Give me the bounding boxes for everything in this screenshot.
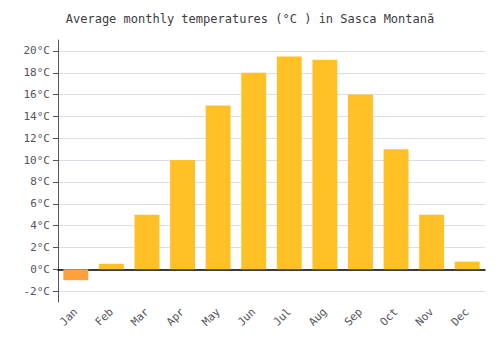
svg-text:10°C: 10°C [24, 154, 51, 167]
svg-text:Mar: Mar [128, 305, 151, 328]
svg-text:20°C: 20°C [24, 44, 51, 57]
svg-text:Dec: Dec [449, 305, 472, 328]
svg-text:May: May [199, 305, 222, 328]
svg-text:Aug: Aug [306, 305, 329, 328]
svg-text:Jun: Jun [235, 305, 258, 328]
svg-text:14°C: 14°C [24, 110, 51, 123]
svg-text:Average monthly temperatures (: Average monthly temperatures (°C ) in Sa… [66, 12, 434, 26]
svg-text:Feb: Feb [93, 305, 116, 328]
svg-text:16°C: 16°C [24, 88, 51, 101]
svg-text:Jul: Jul [271, 305, 294, 328]
svg-text:2°C: 2°C [30, 241, 50, 254]
svg-text:Nov: Nov [413, 305, 436, 328]
svg-text:Sep: Sep [342, 305, 365, 328]
svg-text:Oct: Oct [377, 305, 400, 328]
svg-text:18°C: 18°C [24, 66, 51, 79]
svg-text:6°C: 6°C [30, 197, 50, 210]
svg-text:Jan: Jan [57, 305, 80, 328]
svg-text:Apr: Apr [164, 305, 187, 328]
svg-text:8°C: 8°C [30, 175, 50, 188]
svg-text:12°C: 12°C [24, 132, 51, 145]
svg-text:4°C: 4°C [30, 219, 50, 232]
svg-text:0°C: 0°C [30, 263, 50, 276]
svg-text:-2°C: -2°C [24, 285, 51, 298]
